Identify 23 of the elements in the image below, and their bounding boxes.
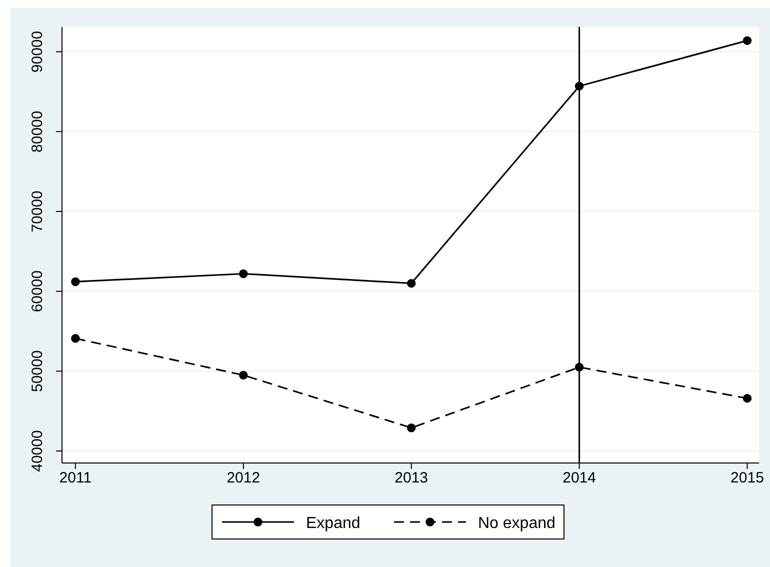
legend-label: No expand bbox=[478, 515, 556, 532]
point bbox=[239, 269, 248, 278]
y-tick-label: 70000 bbox=[29, 190, 46, 232]
point bbox=[71, 277, 80, 286]
point bbox=[574, 362, 584, 372]
point bbox=[574, 82, 584, 90]
x-tick-label: 2015 bbox=[730, 470, 764, 487]
y-tick-label: 80000 bbox=[29, 110, 46, 152]
x-tick-label: 2013 bbox=[394, 470, 428, 487]
point bbox=[239, 370, 248, 380]
y-tick-label: 60000 bbox=[29, 270, 46, 312]
legend-label: Expand bbox=[306, 515, 360, 532]
point bbox=[742, 394, 752, 403]
y-tick-label: 40000 bbox=[29, 430, 46, 472]
point bbox=[71, 334, 80, 343]
x-tick-label: 2011 bbox=[59, 470, 92, 487]
point bbox=[406, 424, 416, 432]
x-tick-label: 2014 bbox=[562, 470, 596, 487]
point bbox=[742, 36, 752, 45]
y-tick-label: 90000 bbox=[29, 30, 46, 73]
x-tick-label: 2012 bbox=[226, 470, 260, 487]
point bbox=[406, 278, 416, 288]
y-tick-label: 50000 bbox=[29, 350, 46, 392]
